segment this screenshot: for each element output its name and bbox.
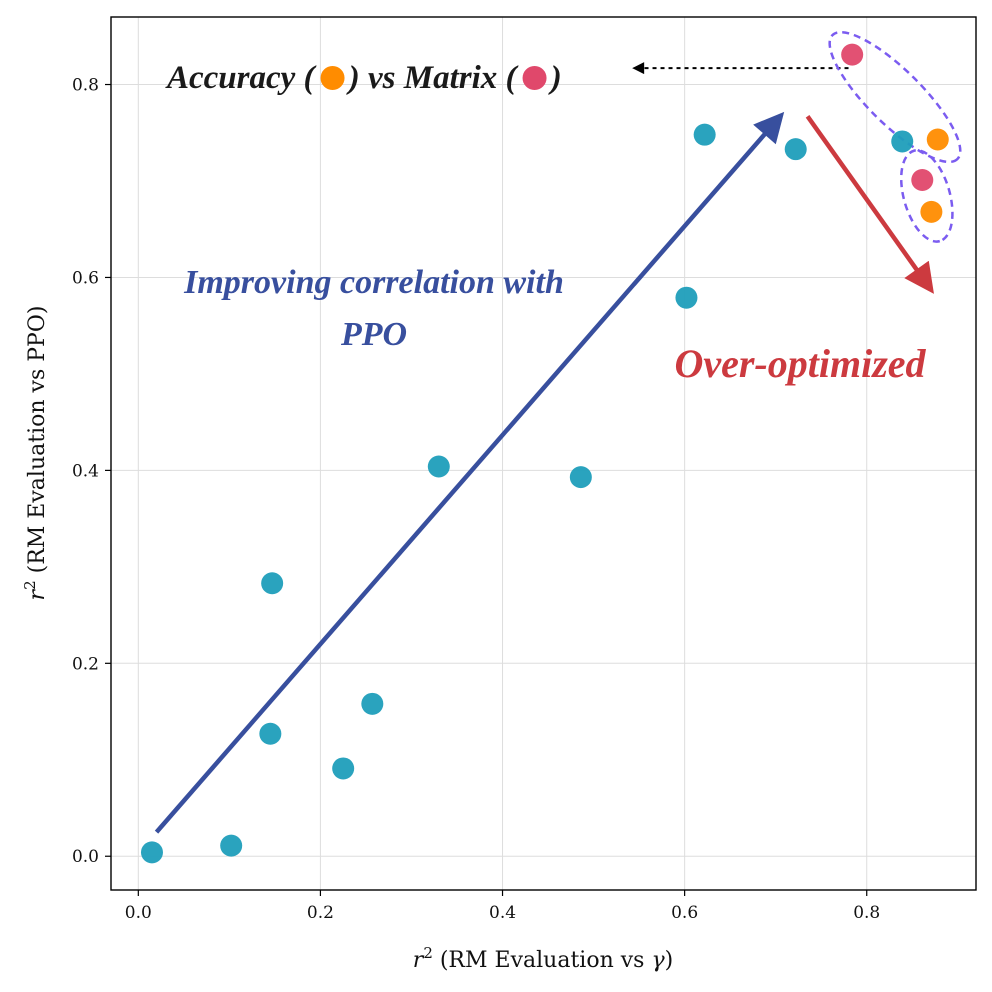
y-tick-label: 0.6 xyxy=(72,268,99,288)
point-matrix xyxy=(841,43,864,66)
x-tick-label: 0.2 xyxy=(307,903,334,923)
point-evaluation xyxy=(675,286,698,309)
point-evaluation xyxy=(261,572,284,595)
x-axis-label-close: ) xyxy=(665,948,674,973)
y-axis-label-text: (RM Evaluation vs PPO) xyxy=(25,306,50,581)
x-tick-label: 0.0 xyxy=(125,903,152,923)
y-axis-label-var: r xyxy=(25,588,50,600)
point-evaluation xyxy=(332,757,355,780)
plot-frame xyxy=(110,16,977,891)
improving-annotation-line1: Improving correlation with xyxy=(183,264,564,301)
point-evaluation xyxy=(569,466,592,489)
point-evaluation xyxy=(140,841,163,864)
x-axis-label-greek: γ xyxy=(651,948,665,973)
x-tick-label: 0.4 xyxy=(489,903,516,923)
x-axis-label: r2 (RM Evaluation vs γ) xyxy=(413,944,673,973)
improving-annotation-line2: PPO xyxy=(340,316,407,353)
point-evaluation xyxy=(427,455,450,478)
point-evaluation xyxy=(693,123,716,146)
x-tick-label: 0.6 xyxy=(671,903,698,923)
grid-layer xyxy=(111,17,976,890)
improving-arrow xyxy=(154,111,785,834)
y-tick-label: 0.2 xyxy=(72,654,99,674)
matrix-dot-icon xyxy=(522,66,547,90)
annotation-matrix-middle: ) vs Matrix ( xyxy=(346,60,519,96)
point-matrix xyxy=(911,169,934,192)
point-accuracy xyxy=(926,128,949,151)
point-accuracy xyxy=(920,200,943,223)
annotation-accuracy-prefix: Accuracy ( xyxy=(165,60,317,96)
y-axis-label-sup: 2 xyxy=(21,580,39,590)
y-axis-label: r2 (RM Evaluation vs PPO) xyxy=(21,306,50,601)
x-axis-label-sup: 2 xyxy=(423,944,433,962)
x-axis-label-text: (RM Evaluation vs xyxy=(433,948,652,973)
over-optimized-arrow xyxy=(805,115,934,294)
accuracy-vs-matrix-annotation: Accuracy ( ) vs Matrix ( ) xyxy=(165,60,562,96)
point-evaluation xyxy=(891,130,914,153)
y-tick-label: 0.0 xyxy=(72,847,99,867)
x-tick-label: 0.8 xyxy=(853,903,880,923)
point-evaluation xyxy=(259,722,282,745)
y-tick-label: 0.4 xyxy=(72,461,99,481)
dashed-ellipse-upper xyxy=(828,30,962,164)
dashed-ellipse-lower xyxy=(899,149,954,243)
frame-layer: 0.0 0.2 0.4 0.6 0.8 0.0 0.2 0.4 0.6 0.8 xyxy=(72,16,977,923)
annotation-suffix: ) xyxy=(548,60,562,96)
accuracy-dot-icon xyxy=(320,66,345,90)
y-tick-label: 0.8 xyxy=(72,76,99,96)
marks-layer xyxy=(140,30,962,864)
over-optimized-annotation: Over-optimized xyxy=(674,341,926,386)
point-evaluation xyxy=(784,138,807,161)
point-evaluation xyxy=(361,692,384,715)
point-evaluation xyxy=(220,834,243,857)
x-axis-label-var: r xyxy=(413,948,425,973)
